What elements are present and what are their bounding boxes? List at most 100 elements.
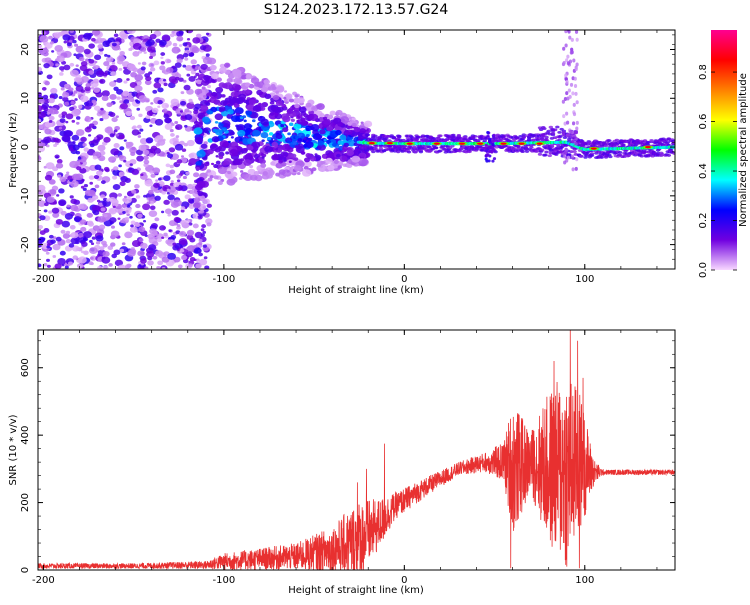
- spectrogram-cell: [128, 47, 133, 52]
- spectrogram-cell: [38, 97, 45, 104]
- spectrogram-y-tick-label: -10: [20, 188, 31, 204]
- spectrogram-cell: [161, 34, 171, 42]
- spectrogram-cell: [575, 62, 579, 67]
- spectrogram-cell: [56, 194, 60, 197]
- spectrogram-cell: [69, 180, 79, 188]
- spectrogram-cell: [91, 204, 101, 212]
- spectrogram-cell: [260, 118, 269, 126]
- spectrogram-cell: [177, 264, 183, 269]
- spectrogram-cell: [148, 153, 155, 158]
- spectrogram-cell: [193, 127, 203, 135]
- spectrogram-cell: [406, 150, 412, 154]
- spectrogram-cell: [280, 151, 289, 158]
- spectrogram-cell: [101, 95, 109, 102]
- spectrogram-cell: [105, 111, 109, 115]
- spectrogram-cell: [38, 224, 44, 230]
- spectrogram-cell: [247, 168, 256, 176]
- spectrogram-cell: [575, 157, 579, 162]
- spectrogram-cell: [126, 205, 131, 208]
- spectrogram-cell: [85, 82, 92, 88]
- spectrogram-cell: [490, 150, 494, 154]
- spectrogram-cell: [249, 174, 258, 181]
- colorbar-ticks: 0.0 0.2 0.4 0.6 0.8: [698, 64, 737, 278]
- spectrogram-cell: [91, 37, 96, 42]
- spectrogram-cell: [168, 229, 172, 233]
- spectrogram-cell: [252, 129, 261, 137]
- spectrogram-cell: [373, 134, 378, 138]
- spectrogram-cell: [119, 102, 128, 110]
- spectrogram-cell: [170, 98, 180, 106]
- spectrogram-cell: [219, 140, 229, 148]
- spectrogram-cell: [53, 143, 58, 148]
- spectrogram-cell: [346, 139, 356, 147]
- spectrogram-cell: [138, 144, 147, 151]
- spectrogram-cell: [180, 255, 188, 261]
- spectrogram-cell: [50, 239, 56, 244]
- spectrogram-cell: [83, 231, 92, 239]
- spectrogram-cell: [38, 155, 41, 159]
- spectrogram-cell: [126, 213, 130, 217]
- spectrogram-cell: [272, 94, 280, 101]
- spectrogram-cell: [130, 151, 136, 157]
- spectrogram-cell: [205, 32, 210, 36]
- spectrogram-cell: [60, 210, 67, 216]
- spectrogram-cell: [221, 110, 228, 117]
- spectrogram-heat-layer: [38, 30, 675, 269]
- spectrogram-cell: [88, 43, 95, 49]
- spectrogram-cell: [80, 61, 88, 67]
- spectrogram-cell: [491, 159, 495, 163]
- spectrogram-cell: [391, 136, 397, 140]
- spectrogram-cell: [550, 131, 556, 135]
- spectrogram-cell: [320, 160, 325, 165]
- spectrogram-cell: [220, 100, 228, 107]
- spectrogram-cell: [178, 30, 184, 35]
- spectrogram-cell: [119, 51, 125, 56]
- spectrogram-cell: [188, 189, 194, 195]
- spectrogram-cell: [46, 264, 51, 268]
- colorbar-tick-label: 0.8: [698, 64, 709, 80]
- spectrogram-cell: [310, 126, 315, 130]
- spectrogram-cell: [492, 157, 497, 161]
- spectrogram-cell: [46, 112, 50, 115]
- spectrogram-cell: [278, 169, 286, 175]
- spectrogram-cell: [293, 157, 299, 162]
- spectrogram-cell: [149, 124, 153, 128]
- spectrogram-cell: [567, 132, 571, 137]
- spectrogram-cell: [142, 149, 150, 155]
- spectrogram-cell: [185, 30, 194, 34]
- spectrogram-cell: [296, 114, 303, 119]
- spectrogram-cell: [555, 125, 560, 129]
- spectrogram-cell: [145, 137, 154, 144]
- spectrogram-cell: [159, 39, 167, 46]
- spectrogram-cell: [125, 110, 133, 117]
- spectrogram-cell: [241, 174, 246, 178]
- spectrogram-cell: [163, 175, 171, 182]
- spectrogram-cell: [145, 76, 152, 82]
- spectrogram-cell: [55, 156, 59, 159]
- spectrogram-cell: [152, 114, 156, 117]
- spectrogram-cell: [280, 124, 285, 128]
- spectrogram-cell: [126, 78, 130, 81]
- spectrogram-cell: [46, 245, 50, 249]
- spectrogram-cell: [182, 42, 188, 47]
- spectrogram-cell: [281, 103, 287, 108]
- spectrogram-cell: [136, 90, 140, 93]
- spectrogram-cell: [438, 149, 443, 153]
- spectrogram-cell: [286, 108, 294, 114]
- spectrogram-cell: [149, 55, 154, 59]
- spectrogram-cell: [359, 153, 366, 158]
- spectrogram-cell: [200, 143, 208, 149]
- spectrogram-cell: [451, 133, 456, 137]
- spectrogram-cell: [215, 154, 219, 158]
- spectrogram-cell: [564, 73, 568, 78]
- spectrogram-cell: [198, 238, 203, 243]
- spectrogram-cell: [64, 213, 73, 220]
- spectrogram-cell: [123, 159, 127, 163]
- spectrogram-cell: [128, 167, 133, 171]
- spectrogram-cell: [218, 151, 225, 157]
- spectrogram-cell: [337, 140, 344, 145]
- spectrogram-cell: [180, 155, 184, 158]
- spectrogram-cell: [101, 90, 110, 97]
- spectrogram-cell: [235, 124, 239, 128]
- spectrogram-cell: [401, 138, 406, 142]
